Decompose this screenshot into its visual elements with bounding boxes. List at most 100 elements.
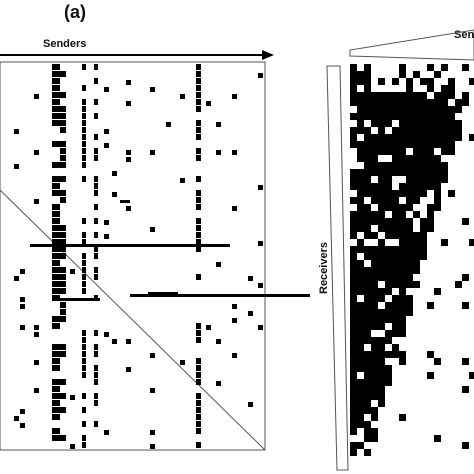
- matrix-cell: [392, 281, 399, 288]
- matrix-cell: [52, 316, 60, 322]
- matrix-cell: [378, 260, 385, 267]
- matrix-cell: [413, 239, 420, 246]
- matrix-cell: [378, 267, 385, 274]
- matrix-cell: [448, 190, 455, 197]
- matrix-cell: [413, 106, 420, 113]
- matrix-cell: [420, 239, 427, 246]
- matrix-cell: [427, 211, 434, 218]
- matrix-cell: [196, 407, 201, 413]
- matrix-cell: [378, 274, 385, 281]
- matrix-cell: [248, 276, 253, 281]
- matrix-cell: [350, 218, 357, 225]
- matrix-cell: [385, 148, 392, 155]
- matrix-cell: [14, 416, 19, 421]
- matrix-cell: [357, 197, 364, 204]
- matrix-cell: [413, 183, 420, 190]
- matrix-cell: [371, 302, 378, 309]
- matrix-cell: [196, 365, 201, 371]
- matrix-cell: [385, 274, 392, 281]
- matrix-cell: [413, 92, 420, 99]
- matrix-cell: [94, 204, 98, 210]
- matrix-cell: [399, 246, 406, 253]
- matrix-cell: [378, 358, 385, 365]
- matrix-cell: [20, 269, 25, 274]
- matrix-cell: [60, 274, 66, 280]
- matrix-cell: [52, 393, 60, 399]
- matrix-cell: [378, 218, 385, 225]
- matrix-cell: [52, 176, 60, 182]
- matrix-cell: [196, 274, 201, 280]
- matrix-cell: [60, 288, 66, 294]
- matrix-cell: [392, 260, 399, 267]
- matrix-cell: [364, 218, 371, 225]
- matrix-cell: [94, 155, 98, 161]
- matrix-cell: [357, 169, 364, 176]
- matrix-cell: [371, 274, 378, 281]
- matrix-cell: [392, 316, 399, 323]
- matrix-cell: [378, 78, 385, 85]
- matrix-cell: [399, 113, 406, 120]
- matrix-cell: [392, 246, 399, 253]
- matrix-cell: [441, 127, 448, 134]
- matrix-cell: [150, 444, 155, 449]
- matrix-cell: [196, 414, 201, 420]
- matrix-cell: [216, 381, 221, 386]
- matrix-cell: [448, 120, 455, 127]
- matrix-cell: [350, 330, 357, 337]
- matrix-cell: [364, 78, 371, 85]
- matrix-cell: [462, 274, 469, 281]
- matrix-cell: [385, 190, 392, 197]
- matrix-cell: [371, 407, 378, 414]
- matrix-cell: [427, 99, 434, 106]
- matrix-cell: [82, 274, 86, 280]
- matrix-cell: [413, 176, 420, 183]
- senders-arrow: [0, 50, 274, 60]
- matrix-cell: [52, 218, 60, 224]
- matrix-cell: [427, 148, 434, 155]
- matrix-cell: [52, 71, 60, 77]
- matrix-cell: [52, 225, 60, 231]
- matrix-cell: [392, 344, 399, 351]
- matrix-cell: [364, 428, 371, 435]
- matrix-cell: [357, 358, 364, 365]
- matrix-cell: [357, 141, 364, 148]
- matrix-cell: [350, 113, 357, 120]
- matrix-cell: [350, 176, 357, 183]
- matrix-cell: [406, 232, 413, 239]
- matrix-cell: [52, 351, 60, 357]
- matrix-cell: [94, 232, 98, 238]
- matrix-cell: [420, 99, 427, 106]
- matrix-cell: [52, 141, 60, 147]
- matrix-cell: [385, 330, 392, 337]
- matrix-cell: [406, 204, 413, 211]
- matrix-cell: [364, 435, 371, 442]
- matrix-cell: [406, 295, 413, 302]
- matrix-cell: [52, 204, 60, 210]
- matrix-cell: [427, 162, 434, 169]
- matrix-cell: [82, 113, 86, 119]
- matrix-cell: [378, 120, 385, 127]
- matrix-cell: [196, 176, 201, 182]
- matrix-cell: [399, 99, 406, 106]
- matrix-cell: [196, 85, 201, 91]
- matrix-cell: [34, 332, 39, 337]
- matrix-cell: [413, 190, 420, 197]
- matrix-cell: [82, 253, 86, 259]
- matrix-cell: [434, 190, 441, 197]
- matrix-cell: [385, 162, 392, 169]
- matrix-cell: [150, 388, 155, 393]
- matrix-cell: [406, 169, 413, 176]
- matrix-cell: [385, 260, 392, 267]
- matrix-cell: [399, 64, 406, 71]
- matrix-cell: [52, 365, 60, 371]
- matrix-cell: [350, 309, 357, 316]
- matrix-cell: [420, 218, 427, 225]
- matrix-cell: [350, 421, 357, 428]
- matrix-cell: [82, 64, 86, 70]
- matrix-cell: [94, 400, 98, 406]
- matrix-cell: [52, 183, 60, 189]
- matrix-cell: [364, 225, 371, 232]
- matrix-cell: [364, 127, 371, 134]
- matrix-cell: [441, 141, 448, 148]
- matrix-cell: [14, 164, 19, 169]
